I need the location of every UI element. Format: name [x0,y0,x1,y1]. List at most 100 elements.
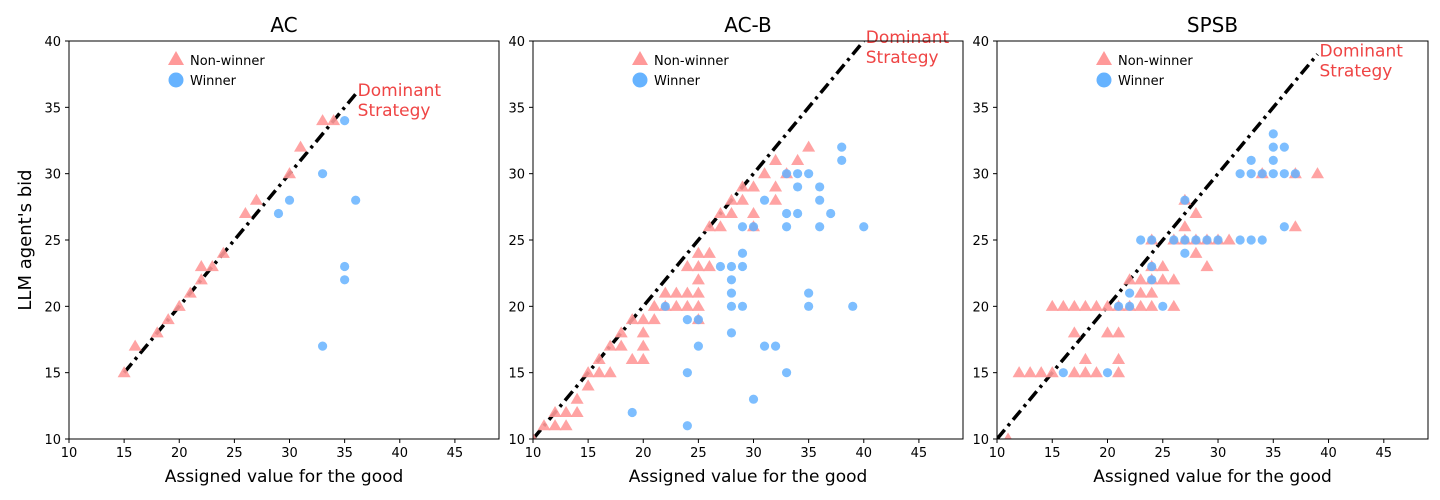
chart-1-x-tick-label: 20 [635,446,652,461]
chart-1-point-winner [793,208,803,219]
chart-2-x-tick-label: 25 [1154,446,1171,461]
chart-1-y-tick-label: 35 [508,101,525,116]
chart-2-point-winner [1257,235,1267,245]
chart-2-point-winner [1246,235,1256,245]
chart-1-axes-frame [532,40,964,440]
chart-0-point-non-winner [205,260,219,272]
chart-1-point-non-winner [735,180,749,192]
chart-0-point-non-winner [194,260,208,272]
chart-2-point-winner [1136,235,1146,245]
chart-0-y-tick-label: 10 [44,433,61,448]
chart-1-legend-marker-non-winner [632,51,648,65]
chart-2-point-non-winner [1123,273,1137,285]
chart-1-point-winner [682,315,692,325]
chart-1-plot-area [533,41,869,439]
chart-0-point-winner [317,341,328,351]
chart-1-point-winner [748,394,759,404]
chart-0-point-non-winner [327,114,341,126]
chart-1-point-winner [759,195,770,205]
chart-1-legend-label-winner: Winner [654,74,701,89]
chart-2-y-tick-label: 40 [972,35,989,50]
chart-1-point-non-winner [680,299,694,311]
chart-2-point-winner [1279,169,1289,179]
chart-1-point-non-winner [713,206,727,219]
chart-0-x-tick-label: 35 [336,446,353,461]
chart-1-point-non-winner [581,379,595,391]
chart-2-point-winner [1257,169,1267,179]
chart-1-point-non-winner [802,140,816,152]
chart-1-point-non-winner [702,260,716,272]
chart-0-point-winner [351,195,361,205]
chart-0-point-non-winner [183,286,197,298]
chart-0-point-non-winner [117,366,131,378]
chart-2-point-winner [1125,288,1135,298]
chart-1-point-non-winner [691,273,705,285]
chart-1-point-winner [826,208,836,219]
panel-ac-b: AC-B Assigned value for the good 10 15 20 25 3… [508,13,964,487]
chart-1-legend-label-non-winner: Non-winner [654,54,729,69]
chart-2-point-non-winner [1101,326,1115,338]
chart-1-point-non-winner [548,419,562,431]
chart-1-point-winner [793,182,803,192]
chart-2-point-winner [1147,261,1157,272]
chart-2-point-non-winner [1178,220,1192,232]
chart-1-point-winner [781,169,792,179]
chart-0-point-non-winner [172,299,186,311]
chart-1-point-non-winner [636,313,650,325]
chart-2-point-non-winner [1045,366,1059,378]
chart-1-point-non-winner [669,299,683,311]
chart-1-point-non-winner [647,299,661,311]
chart-1-y-tick-label: 25 [508,234,525,249]
chart-1-point-non-winner [758,167,772,179]
chart-1-point-non-winner [669,286,683,298]
chart-1-dominant-strategy-line [533,41,866,439]
chart-1-point-winner [748,222,759,232]
chart-1-point-non-winner [691,286,705,298]
chart-2-point-winner [1125,301,1135,311]
chart-0-title: AC [270,13,297,37]
chart-2-point-winner [1268,129,1278,139]
chart-1-point-winner [737,301,748,311]
chart-0-point-non-winner [150,326,164,338]
chart-2-point-non-winner [1112,326,1126,338]
chart-1-point-winner [715,261,726,272]
chart-1-point-non-winner [581,366,595,378]
chart-2-point-non-winner [1145,299,1159,311]
chart-2-x-tick-label: 40 [1320,446,1337,461]
chart-1-point-winner [693,341,703,351]
chart-0-axes-frame [68,40,500,440]
chart-1-point-non-winner [702,220,716,232]
chart-1-point-winner [815,182,825,192]
chart-1-point-winner [837,142,847,152]
chart-2-point-winner [1102,368,1113,378]
chart-2-point-non-winner [1034,366,1048,378]
chart-2-y-tick-label: 10 [972,433,989,448]
chart-1-point-non-winner [603,339,617,351]
chart-2-x-tick-label: 30 [1210,446,1227,461]
chart-0-x-tick-label: 10 [61,446,78,461]
chart-0-point-winner [317,169,328,179]
chart-1-point-non-winner [735,193,749,205]
chart-2-axes-frame [996,40,1429,440]
chart-1-point-winner [837,155,847,165]
chart-2-point-winner [1268,155,1278,165]
chart-2-point-winner [1180,248,1190,258]
chart-1-point-non-winner [636,352,650,364]
chart-2-point-non-winner [1288,220,1302,232]
chart-2-x-axis-label: Assigned value for the good [1093,467,1332,487]
chart-0-x-axis-label: Assigned value for the good [165,467,404,487]
shared-y-axis-label: LLM agent's bid [15,169,36,310]
chart-1-point-non-winner [680,286,694,298]
chart-2-point-winner [1235,235,1245,245]
chart-1-point-winner [804,301,814,311]
chart-0-point-non-winner [316,114,330,126]
chart-2-point-non-winner [1112,352,1126,364]
chart-0-point-non-winner [294,140,308,152]
chart-1-point-winner [682,421,692,431]
chart-0-point-winner [340,275,350,285]
chart-2-plot-area [997,53,1324,439]
chart-1-point-non-winner [625,313,639,325]
chart-0-y-tick-label: 20 [44,300,61,315]
chart-1-point-non-winner [724,206,738,219]
